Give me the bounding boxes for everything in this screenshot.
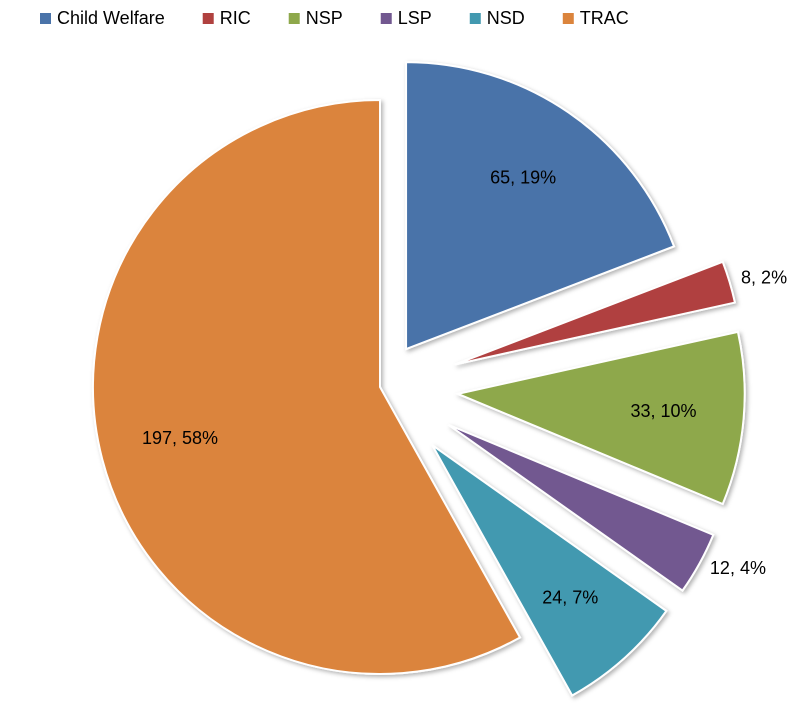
legend-swatch: [562, 13, 574, 24]
pie-slice: [454, 330, 746, 506]
data-label: 65, 19%: [490, 168, 556, 188]
legend-label: Child Welfare: [57, 8, 165, 28]
data-label: 24, 7%: [542, 587, 598, 607]
data-label: 197, 58%: [142, 428, 218, 448]
legend-label: RIC: [220, 8, 251, 28]
legend-swatch: [380, 13, 392, 24]
legend-swatch: [40, 13, 51, 24]
legend-label: NSP: [306, 8, 343, 28]
pie-slice: [431, 444, 668, 697]
pie-slice: [454, 260, 737, 366]
legend-label: TRAC: [580, 8, 629, 28]
legend-swatch: [202, 13, 214, 24]
pie-slice: [92, 98, 522, 675]
legend-label: NSD: [487, 8, 525, 28]
pie-slice: [447, 423, 715, 593]
legend-label: LSP: [398, 8, 432, 28]
legend-swatch: [469, 13, 481, 24]
pie-slice: [405, 61, 676, 351]
legend: Child Welfare RIC NSP LSP NSD TRAC: [40, 8, 629, 28]
legend-swatch: [288, 13, 300, 24]
pie: 65, 19% 8, 2% 33, 10% 12, 4% 24, 7% 197, 58%: [92, 61, 787, 697]
data-label: 12, 4%: [710, 558, 766, 578]
data-label: 33, 10%: [631, 401, 697, 421]
data-label: 8, 2%: [741, 267, 787, 287]
